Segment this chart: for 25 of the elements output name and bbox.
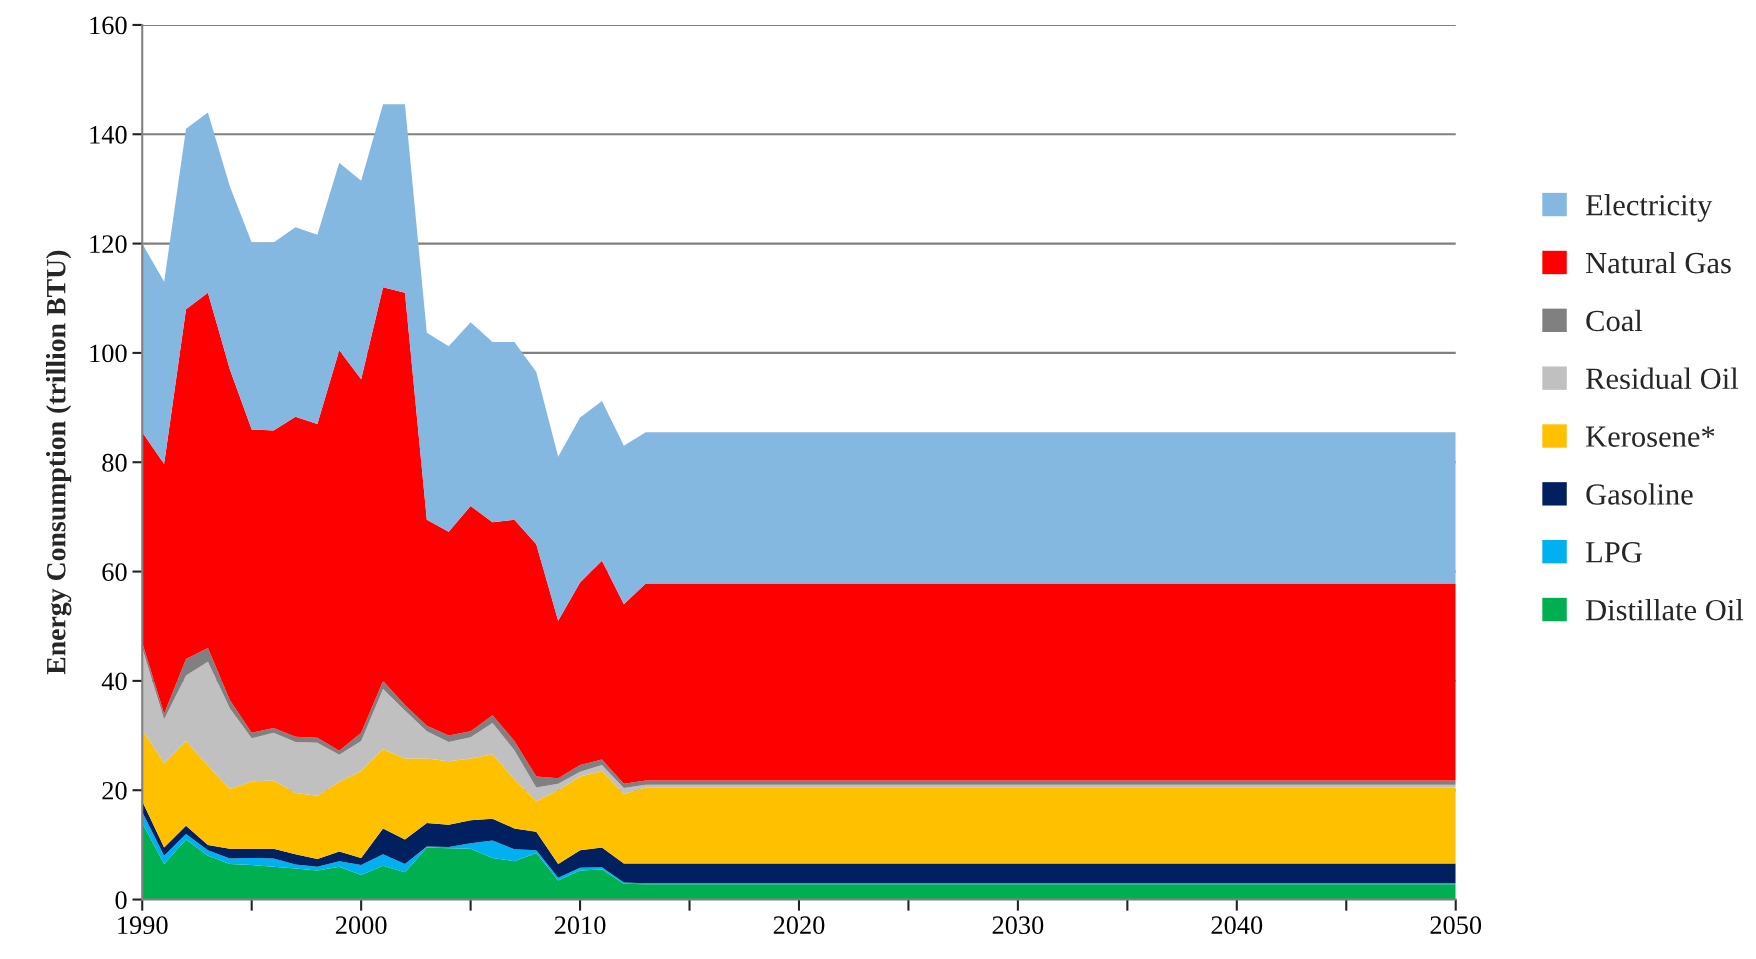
legend-label: Distillate Oil xyxy=(1585,598,1744,621)
y-axis-title: Energy Consumption (trillion BTU) xyxy=(45,250,72,675)
y-tick-label: 60 xyxy=(102,563,127,581)
y-tick-label: 100 xyxy=(90,344,127,363)
y-tick-label: 20 xyxy=(102,781,127,800)
legend-label: Electricity xyxy=(1585,193,1713,222)
x-tick-label: 1990 xyxy=(118,916,168,935)
x-tick-label: 2050 xyxy=(1430,916,1482,935)
legend-label: Kerosene* xyxy=(1585,426,1715,447)
legend-label: Residual Oil xyxy=(1585,367,1739,390)
y-tick-label: 0 xyxy=(115,891,127,909)
y-tick-label: 120 xyxy=(90,235,127,253)
y-tick-label: 40 xyxy=(101,672,127,691)
y-tick-label: 140 xyxy=(90,125,127,144)
x-tick-label: 2040 xyxy=(1211,916,1263,935)
legend-label: Natural Gas xyxy=(1585,251,1731,274)
x-tick-label: 2020 xyxy=(773,916,825,935)
x-tick-label: 2010 xyxy=(554,916,606,935)
legend-label: Gasoline xyxy=(1586,483,1693,505)
x-tick-label: 2000 xyxy=(335,916,387,935)
y-tick-label: 160 xyxy=(90,16,127,35)
y-tick-label: 80 xyxy=(102,453,127,472)
x-tick-label: 2030 xyxy=(992,916,1044,935)
legend-label: LPG xyxy=(1585,542,1642,563)
legend-label: Coal xyxy=(1586,309,1643,332)
